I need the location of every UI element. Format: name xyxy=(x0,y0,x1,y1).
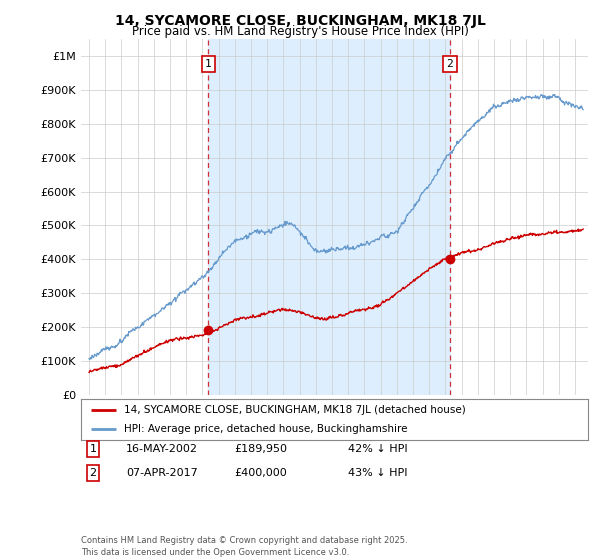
Text: 07-APR-2017: 07-APR-2017 xyxy=(126,468,198,478)
Text: HPI: Average price, detached house, Buckinghamshire: HPI: Average price, detached house, Buck… xyxy=(124,424,407,433)
Text: £189,950: £189,950 xyxy=(234,444,287,454)
Text: 16-MAY-2002: 16-MAY-2002 xyxy=(126,444,198,454)
Text: Price paid vs. HM Land Registry's House Price Index (HPI): Price paid vs. HM Land Registry's House … xyxy=(131,25,469,38)
Text: Contains HM Land Registry data © Crown copyright and database right 2025.
This d: Contains HM Land Registry data © Crown c… xyxy=(81,536,407,557)
Text: 1: 1 xyxy=(205,59,212,69)
Text: 1: 1 xyxy=(89,444,97,454)
Text: 2: 2 xyxy=(89,468,97,478)
Text: 2: 2 xyxy=(446,59,453,69)
Bar xyxy=(208,39,450,395)
Text: 42% ↓ HPI: 42% ↓ HPI xyxy=(348,444,407,454)
Text: £400,000: £400,000 xyxy=(234,468,287,478)
Text: 14, SYCAMORE CLOSE, BUCKINGHAM, MK18 7JL: 14, SYCAMORE CLOSE, BUCKINGHAM, MK18 7JL xyxy=(115,14,485,28)
Text: 43% ↓ HPI: 43% ↓ HPI xyxy=(348,468,407,478)
Text: 14, SYCAMORE CLOSE, BUCKINGHAM, MK18 7JL (detached house): 14, SYCAMORE CLOSE, BUCKINGHAM, MK18 7JL… xyxy=(124,405,466,415)
